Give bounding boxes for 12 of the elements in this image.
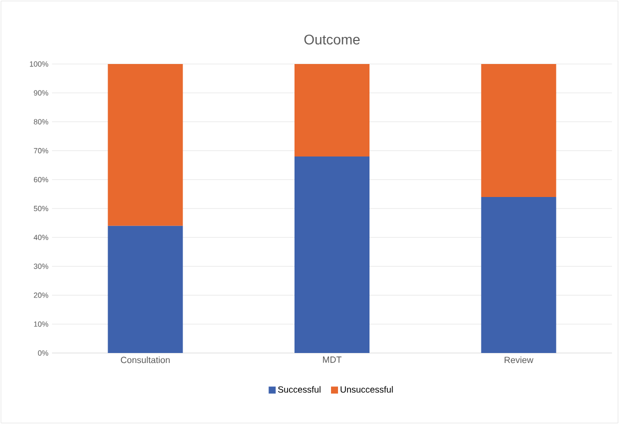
bar	[294, 64, 370, 156]
bar	[108, 226, 183, 353]
bar	[481, 196, 556, 353]
bar	[294, 156, 370, 353]
x-tick-label: Consultation	[120, 356, 170, 364]
bar	[481, 64, 556, 197]
x-tick-label: Review	[504, 356, 534, 364]
bar	[108, 64, 183, 226]
x-tick-label: MDT	[323, 356, 342, 363]
chart-title: Outcome	[304, 34, 360, 45]
legend-label: Successful	[278, 386, 320, 393]
legend-label: Unsuccessful	[340, 386, 393, 393]
